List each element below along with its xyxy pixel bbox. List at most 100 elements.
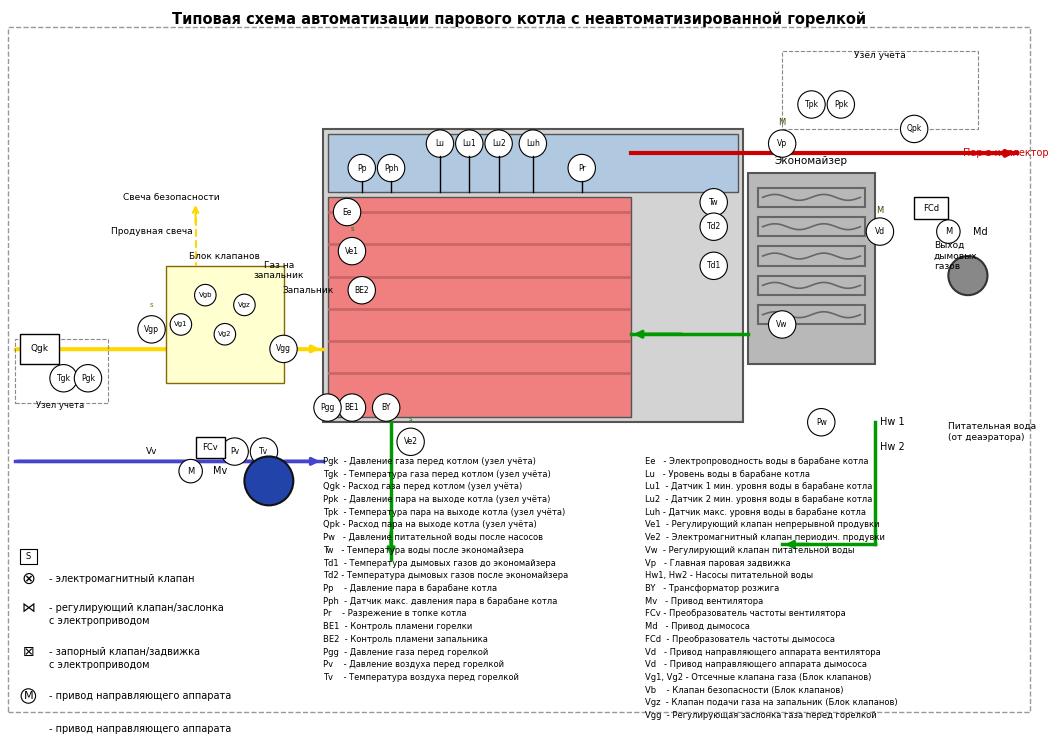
Text: Qgk: Qgk	[30, 344, 48, 353]
Text: Lu1: Lu1	[462, 139, 476, 148]
Text: Питательная вода
(от деаэратора): Питательная вода (от деаэратора)	[948, 422, 1037, 442]
Text: BY   - Трансформатор розжига: BY - Трансформатор розжига	[646, 584, 780, 593]
Text: Pph: Pph	[383, 164, 398, 172]
Circle shape	[769, 130, 795, 157]
Text: Pgk  - Давление газа перед котлом (узел учёта): Pgk - Давление газа перед котлом (узел у…	[323, 457, 535, 466]
Circle shape	[397, 428, 425, 456]
Bar	[19, 549, 37, 564]
Text: Qpk - Расход пара на выходе котла (узел учёта): Qpk - Расход пара на выходе котла (узел …	[323, 520, 536, 529]
Circle shape	[178, 459, 203, 483]
Circle shape	[519, 130, 547, 157]
Text: Vgz: Vgz	[238, 302, 251, 308]
Circle shape	[221, 438, 249, 465]
Text: Vp: Vp	[777, 139, 787, 148]
Text: Qgk - Расход газа перед котлом (узел учёта): Qgk - Расход газа перед котлом (узел учё…	[323, 482, 521, 491]
Text: Tgk  - Температура газа перед котлом (узел учёта): Tgk - Температура газа перед котлом (узе…	[323, 470, 550, 479]
Text: s: s	[150, 302, 153, 308]
Text: Vw: Vw	[776, 320, 788, 329]
Circle shape	[50, 365, 78, 392]
Bar	[19, 721, 37, 734]
Bar	[782, 51, 978, 129]
Text: Hw1, Hw2 - Насосы питательной воды: Hw1, Hw2 - Насосы питательной воды	[646, 571, 813, 581]
Circle shape	[348, 277, 376, 304]
Text: Pph  - Датчик макс. давления пара в барабане котла: Pph - Датчик макс. давления пара в бараб…	[323, 597, 556, 606]
Text: M: M	[778, 117, 786, 126]
Text: Vp   - Главная паровая задвижка: Vp - Главная паровая задвижка	[646, 559, 791, 567]
Text: BY: BY	[381, 403, 391, 412]
Text: Vg2: Vg2	[218, 331, 232, 337]
Bar	[327, 197, 631, 418]
Text: Lu2: Lu2	[492, 139, 506, 148]
Text: s: s	[409, 416, 412, 422]
Circle shape	[234, 294, 255, 316]
Text: Tv: Tv	[259, 447, 269, 456]
Circle shape	[314, 394, 341, 421]
Text: ⊗: ⊗	[21, 570, 35, 588]
Text: Md   - Привод дымососа: Md - Привод дымососа	[646, 622, 750, 631]
Text: Продувная свеча: Продувная свеча	[110, 227, 192, 236]
Text: Tpk: Tpk	[805, 100, 819, 109]
Text: - электромагнитный клапан: - электромагнитный клапан	[49, 574, 194, 584]
Circle shape	[568, 154, 596, 182]
Text: Pv    - Давление воздуха перед горелкой: Pv - Давление воздуха перед горелкой	[323, 660, 503, 669]
Text: Tgk: Tgk	[56, 374, 70, 382]
Text: Pp    - Давление пара в барабане котла: Pp - Давление пара в барабане котла	[323, 584, 497, 593]
Text: Pgg: Pgg	[321, 403, 335, 412]
Text: Узел учета: Узел учета	[36, 401, 85, 410]
Text: FCv: FCv	[203, 443, 218, 452]
Text: Типовая схема автоматизации парового котла с неавтоматизированной горелкой: Типовая схема автоматизации парового кот…	[172, 12, 867, 27]
Text: Выход
дымовых
газов: Выход дымовых газов	[933, 241, 977, 271]
Text: Свеча безопасности: Свеча безопасности	[123, 193, 220, 202]
Circle shape	[937, 220, 960, 244]
Circle shape	[333, 198, 361, 226]
Text: Ppk  - Давление пара на выходе котла (узел учёта): Ppk - Давление пара на выходе котла (узе…	[323, 495, 550, 504]
Text: BE1  - Контроль пламени горелки: BE1 - Контроль пламени горелки	[323, 622, 472, 631]
Circle shape	[339, 394, 365, 421]
Text: Td2: Td2	[706, 222, 721, 231]
Text: Ve1  - Регулирующий клапан непрерывной продувки: Ve1 - Регулирующий клапан непрерывной пр…	[646, 520, 879, 529]
Text: Pr    - Разрежение в топке котла: Pr - Разрежение в топке котла	[323, 609, 466, 618]
Bar	[323, 129, 743, 422]
Bar	[195, 437, 225, 459]
Text: Lu: Lu	[435, 139, 445, 148]
Circle shape	[426, 130, 453, 157]
Bar	[15, 339, 107, 403]
Circle shape	[377, 154, 405, 182]
Text: Vd   - Привод направляющего аппарата дымососа: Vd - Привод направляющего аппарата дымос…	[646, 660, 868, 669]
Text: Pgg  - Давление газа перед горелкой: Pgg - Давление газа перед горелкой	[323, 647, 487, 656]
Text: Mv   - Привод вентилятора: Mv - Привод вентилятора	[646, 597, 764, 606]
Text: BE1: BE1	[345, 403, 359, 412]
Text: Vd   - Привод направляющего аппарата вентилятора: Vd - Привод направляющего аппарата венти…	[646, 647, 881, 656]
Text: FCd  - Преобразователь частоты дымососа: FCd - Преобразователь частоты дымососа	[646, 635, 836, 644]
Text: Md: Md	[973, 227, 988, 236]
Text: M: M	[876, 206, 884, 214]
Text: Vg1: Vg1	[174, 321, 188, 327]
Text: FCv - Преобразователь частоты вентилятора: FCv - Преобразователь частоты вентилятор…	[646, 609, 846, 618]
Text: Hw 2: Hw 2	[880, 442, 905, 451]
Text: - регулирующий клапан/заслонка: - регулирующий клапан/заслонка	[49, 603, 224, 613]
Text: S: S	[25, 552, 31, 561]
Text: Td1  - Температура дымовых газов до экономайзера: Td1 - Температура дымовых газов до эконо…	[323, 559, 555, 567]
Text: FCd: FCd	[923, 203, 939, 213]
Text: Qpk: Qpk	[907, 125, 922, 134]
Text: Vg1, Vg2 - Отсечные клапана газа (Блок клапанов): Vg1, Vg2 - Отсечные клапана газа (Блок к…	[646, 673, 872, 682]
Text: Tw: Tw	[709, 197, 719, 207]
Text: Hw 1: Hw 1	[880, 417, 905, 427]
Circle shape	[827, 91, 855, 118]
Bar	[914, 197, 948, 219]
Text: Узел учета: Узел учета	[854, 51, 906, 60]
Text: s: s	[350, 225, 354, 232]
Text: Ppk: Ppk	[834, 100, 847, 109]
Bar	[327, 134, 738, 192]
Circle shape	[170, 313, 191, 335]
Circle shape	[194, 284, 216, 306]
Text: Pv: Pv	[230, 447, 239, 456]
Text: M: M	[945, 227, 952, 236]
Text: M: M	[23, 691, 33, 701]
Text: - привод направляющего аппарата: - привод направляющего аппарата	[49, 724, 232, 734]
Text: Ve2: Ve2	[404, 437, 417, 446]
Text: BE2  - Контроль пламени запальника: BE2 - Контроль пламени запальника	[323, 635, 487, 644]
Circle shape	[700, 213, 727, 241]
Text: Vv: Vv	[145, 447, 157, 456]
Text: с электроприводом: с электроприводом	[49, 616, 150, 625]
